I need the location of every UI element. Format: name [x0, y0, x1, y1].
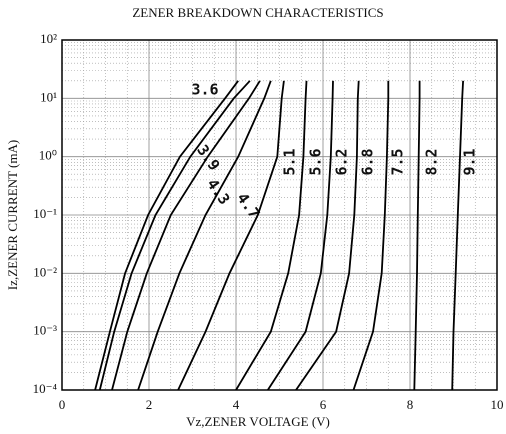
x-tick-label: 2 — [146, 397, 153, 412]
curve-label: 8.2 — [423, 148, 441, 175]
curve-label: 5.1 — [281, 148, 299, 175]
y-axis-label: Iz,ZENER CURRENT (mA) — [5, 140, 20, 290]
y-tick-label: 10⁻¹ — [33, 206, 57, 221]
plot-frame — [61, 39, 498, 391]
curve — [98, 80, 251, 391]
x-tick-label: 8 — [407, 397, 414, 412]
curve-label: 9.1 — [461, 148, 479, 175]
y-tick-label: 10² — [40, 31, 57, 46]
y-tick-label: 10⁻³ — [33, 323, 57, 338]
y-tick-label: 10⁻² — [33, 264, 57, 279]
curve — [235, 80, 308, 391]
curve — [352, 80, 390, 391]
curve — [111, 80, 261, 391]
chart-title: ZENER BREAKDOWN CHARACTERISTICS — [132, 5, 383, 20]
y-tick-label: 10⁰ — [39, 148, 57, 163]
curve-label: 7.5 — [389, 148, 407, 175]
curve — [177, 80, 285, 391]
curve — [137, 80, 272, 391]
curve-label: 6.2 — [333, 148, 351, 175]
curve — [295, 80, 360, 391]
curve — [413, 80, 421, 391]
curve — [94, 80, 239, 391]
x-tick-label: 6 — [320, 397, 327, 412]
x-axis-label: Vz,ZENER VOLTAGE (V) — [186, 414, 330, 429]
curve-label: 5.6 — [307, 148, 325, 175]
x-tick-label: 0 — [59, 397, 66, 412]
curve-label: 6.8 — [359, 148, 377, 175]
curve — [451, 80, 464, 391]
curve-label: 4.7 — [233, 189, 263, 222]
x-tick-label: 10 — [491, 397, 504, 412]
curve-label: 3.6 — [191, 81, 218, 99]
y-tick-label: 10⁻⁴ — [33, 381, 58, 396]
curve — [267, 80, 334, 391]
y-tick-label: 10¹ — [40, 89, 57, 104]
x-tick-label: 4 — [233, 397, 240, 412]
